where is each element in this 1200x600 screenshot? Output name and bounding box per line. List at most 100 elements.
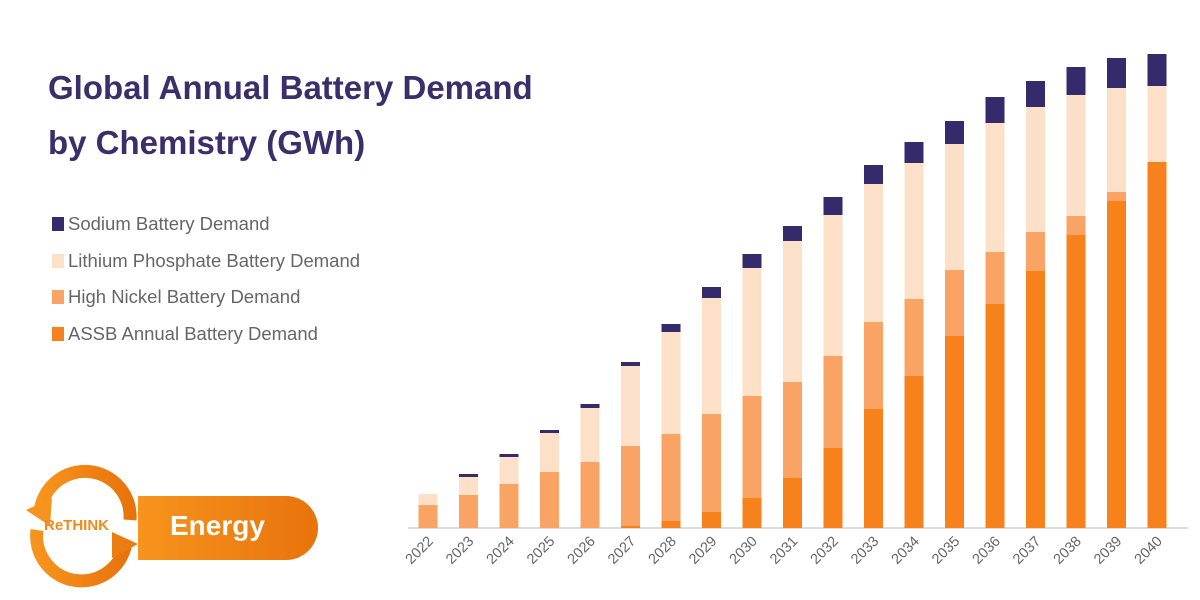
bar-segment-assb-annual-battery-demand-2032 <box>823 448 843 528</box>
bar-segment-sodium-battery-demand-2034 <box>904 142 924 163</box>
bar-segment-lithium-phosphate-battery-demand-2023 <box>459 477 478 495</box>
bar-segment-lithium-phosphate-battery-demand-2027 <box>621 366 640 446</box>
bar-segment-high-nickel-battery-demand-2025 <box>540 472 559 528</box>
x-tick-label: 2037 <box>1010 534 1044 568</box>
bar-segment-high-nickel-battery-demand-2034 <box>904 299 924 376</box>
x-tick-label: 2031 <box>767 534 801 568</box>
bar-segment-assb-annual-battery-demand-2037 <box>1026 271 1045 528</box>
bar-segment-high-nickel-battery-demand-2026 <box>580 462 600 528</box>
bar-segment-high-nickel-battery-demand-2035 <box>945 270 964 336</box>
legend-swatch <box>52 253 64 268</box>
x-tick-label: 2029 <box>686 534 720 568</box>
legend-item-high-nickel: High Nickel Battery Demand <box>52 279 360 316</box>
bar-segment-lithium-phosphate-battery-demand-2032 <box>823 215 843 356</box>
bar-segment-high-nickel-battery-demand-2027 <box>621 446 640 526</box>
bar-segment-lithium-phosphate-battery-demand-2033 <box>864 184 883 322</box>
bar-segment-high-nickel-battery-demand-2032 <box>823 356 843 448</box>
bar-segment-high-nickel-battery-demand-2022 <box>418 505 438 528</box>
bar-segment-lithium-phosphate-battery-demand-2035 <box>945 144 964 270</box>
bar-segment-assb-annual-battery-demand-2027 <box>621 526 640 528</box>
bar-segment-sodium-battery-demand-2031 <box>783 226 802 241</box>
legend-item-lithium-phosphate: Lithium Phosphate Battery Demand <box>52 243 360 280</box>
bar-segment-high-nickel-battery-demand-2033 <box>864 322 883 409</box>
legend: Sodium Battery Demand Lithium Phosphate … <box>52 206 360 352</box>
x-tick-label: 2039 <box>1091 534 1125 568</box>
bar-segment-sodium-battery-demand-2035 <box>945 121 964 144</box>
legend-label: ASSB Annual Battery Demand <box>68 322 318 344</box>
bar-segment-lithium-phosphate-battery-demand-2038 <box>1066 95 1086 216</box>
legend-item-assb: ASSB Annual Battery Demand <box>52 316 360 353</box>
bar-segment-assb-annual-battery-demand-2033 <box>864 409 883 528</box>
bar-segment-sodium-battery-demand-2038 <box>1066 67 1086 95</box>
x-tick-label: 2033 <box>848 534 882 568</box>
bar-segment-lithium-phosphate-battery-demand-2026 <box>580 408 600 462</box>
bar-segment-lithium-phosphate-battery-demand-2029 <box>702 298 721 414</box>
bar-segment-sodium-battery-demand-2032 <box>823 197 843 215</box>
x-tick-label: 2038 <box>1051 534 1085 568</box>
bar-segment-assb-annual-battery-demand-2034 <box>904 376 924 528</box>
bar-segment-assb-annual-battery-demand-2035 <box>945 336 964 528</box>
bar-segment-assb-annual-battery-demand-2030 <box>742 498 762 528</box>
bar-segment-sodium-battery-demand-2040 <box>1147 54 1167 86</box>
legend-swatch <box>52 326 64 341</box>
x-tick-label: 2040 <box>1132 534 1166 568</box>
bar-segment-lithium-phosphate-battery-demand-2036 <box>985 123 1005 252</box>
bar-segment-high-nickel-battery-demand-2023 <box>459 495 478 528</box>
x-tick-label: 2028 <box>646 534 680 568</box>
bar-segment-sodium-battery-demand-2039 <box>1107 58 1126 88</box>
bar-segment-high-nickel-battery-demand-2037 <box>1026 232 1045 271</box>
bar-segment-sodium-battery-demand-2027 <box>621 362 640 366</box>
x-tick-label: 2023 <box>443 534 477 568</box>
bar-segment-lithium-phosphate-battery-demand-2022 <box>418 494 438 505</box>
bar-segment-assb-annual-battery-demand-2039 <box>1107 201 1126 528</box>
bar-segment-assb-annual-battery-demand-2036 <box>985 304 1005 528</box>
bar-segment-high-nickel-battery-demand-2024 <box>499 484 519 528</box>
legend-label: High Nickel Battery Demand <box>68 286 301 308</box>
x-tick-label: 2034 <box>889 534 923 568</box>
logo-pill: Energy <box>138 496 318 560</box>
bar-segment-assb-annual-battery-demand-2029 <box>702 512 721 528</box>
x-tick-label: 2024 <box>484 534 518 568</box>
bar-segment-sodium-battery-demand-2030 <box>742 254 762 268</box>
bar-segment-assb-annual-battery-demand-2028 <box>661 521 681 528</box>
legend-swatch <box>52 290 64 305</box>
bar-segment-sodium-battery-demand-2037 <box>1026 81 1045 107</box>
legend-label: Lithium Phosphate Battery Demand <box>68 249 361 271</box>
bar-segment-sodium-battery-demand-2026 <box>580 404 600 408</box>
bar-segment-high-nickel-battery-demand-2038 <box>1066 216 1086 235</box>
x-tick-label: 2026 <box>565 534 599 568</box>
bar-segment-high-nickel-battery-demand-2036 <box>985 252 1005 304</box>
bar-segment-lithium-phosphate-battery-demand-2034 <box>904 163 924 299</box>
chart-title-line-1: Global Annual Battery Demand <box>48 69 533 106</box>
bar-segment-high-nickel-battery-demand-2028 <box>661 434 681 521</box>
bar-segment-high-nickel-battery-demand-2039 <box>1107 192 1126 201</box>
bar-segment-lithium-phosphate-battery-demand-2037 <box>1026 107 1045 232</box>
x-tick-label: 2030 <box>727 534 761 568</box>
bar-segment-lithium-phosphate-battery-demand-2039 <box>1107 88 1126 192</box>
bar-segment-sodium-battery-demand-2028 <box>661 324 681 332</box>
bar-segment-high-nickel-battery-demand-2031 <box>783 382 802 478</box>
bar-segment-sodium-battery-demand-2033 <box>864 165 883 184</box>
bar-segment-high-nickel-battery-demand-2029 <box>702 414 721 512</box>
bar-segment-sodium-battery-demand-2036 <box>985 97 1005 123</box>
bar-segment-lithium-phosphate-battery-demand-2028 <box>661 332 681 434</box>
logo-pill-text: Energy <box>170 510 265 541</box>
bar-segment-lithium-phosphate-battery-demand-2040 <box>1147 86 1167 162</box>
x-tick-label: 2022 <box>403 534 437 568</box>
bar-segment-lithium-phosphate-battery-demand-2031 <box>783 241 802 382</box>
bar-segment-sodium-battery-demand-2024 <box>499 454 519 457</box>
x-tick-label: 2032 <box>808 534 842 568</box>
bar-segment-assb-annual-battery-demand-2038 <box>1066 235 1086 528</box>
bar-segment-sodium-battery-demand-2023 <box>459 474 478 477</box>
bar-segment-high-nickel-battery-demand-2030 <box>742 396 762 498</box>
bar-segment-lithium-phosphate-battery-demand-2025 <box>540 433 559 472</box>
chart-title-line-2: by Chemistry (GWh) <box>48 124 366 161</box>
legend-item-sodium: Sodium Battery Demand <box>52 206 360 243</box>
x-tick-label: 2036 <box>970 534 1004 568</box>
bar-segment-sodium-battery-demand-2029 <box>702 287 721 298</box>
bar-segment-assb-annual-battery-demand-2031 <box>783 478 802 528</box>
x-tick-label: 2025 <box>524 534 558 568</box>
bar-segment-lithium-phosphate-battery-demand-2024 <box>499 457 519 484</box>
bar-segment-lithium-phosphate-battery-demand-2030 <box>742 268 762 396</box>
